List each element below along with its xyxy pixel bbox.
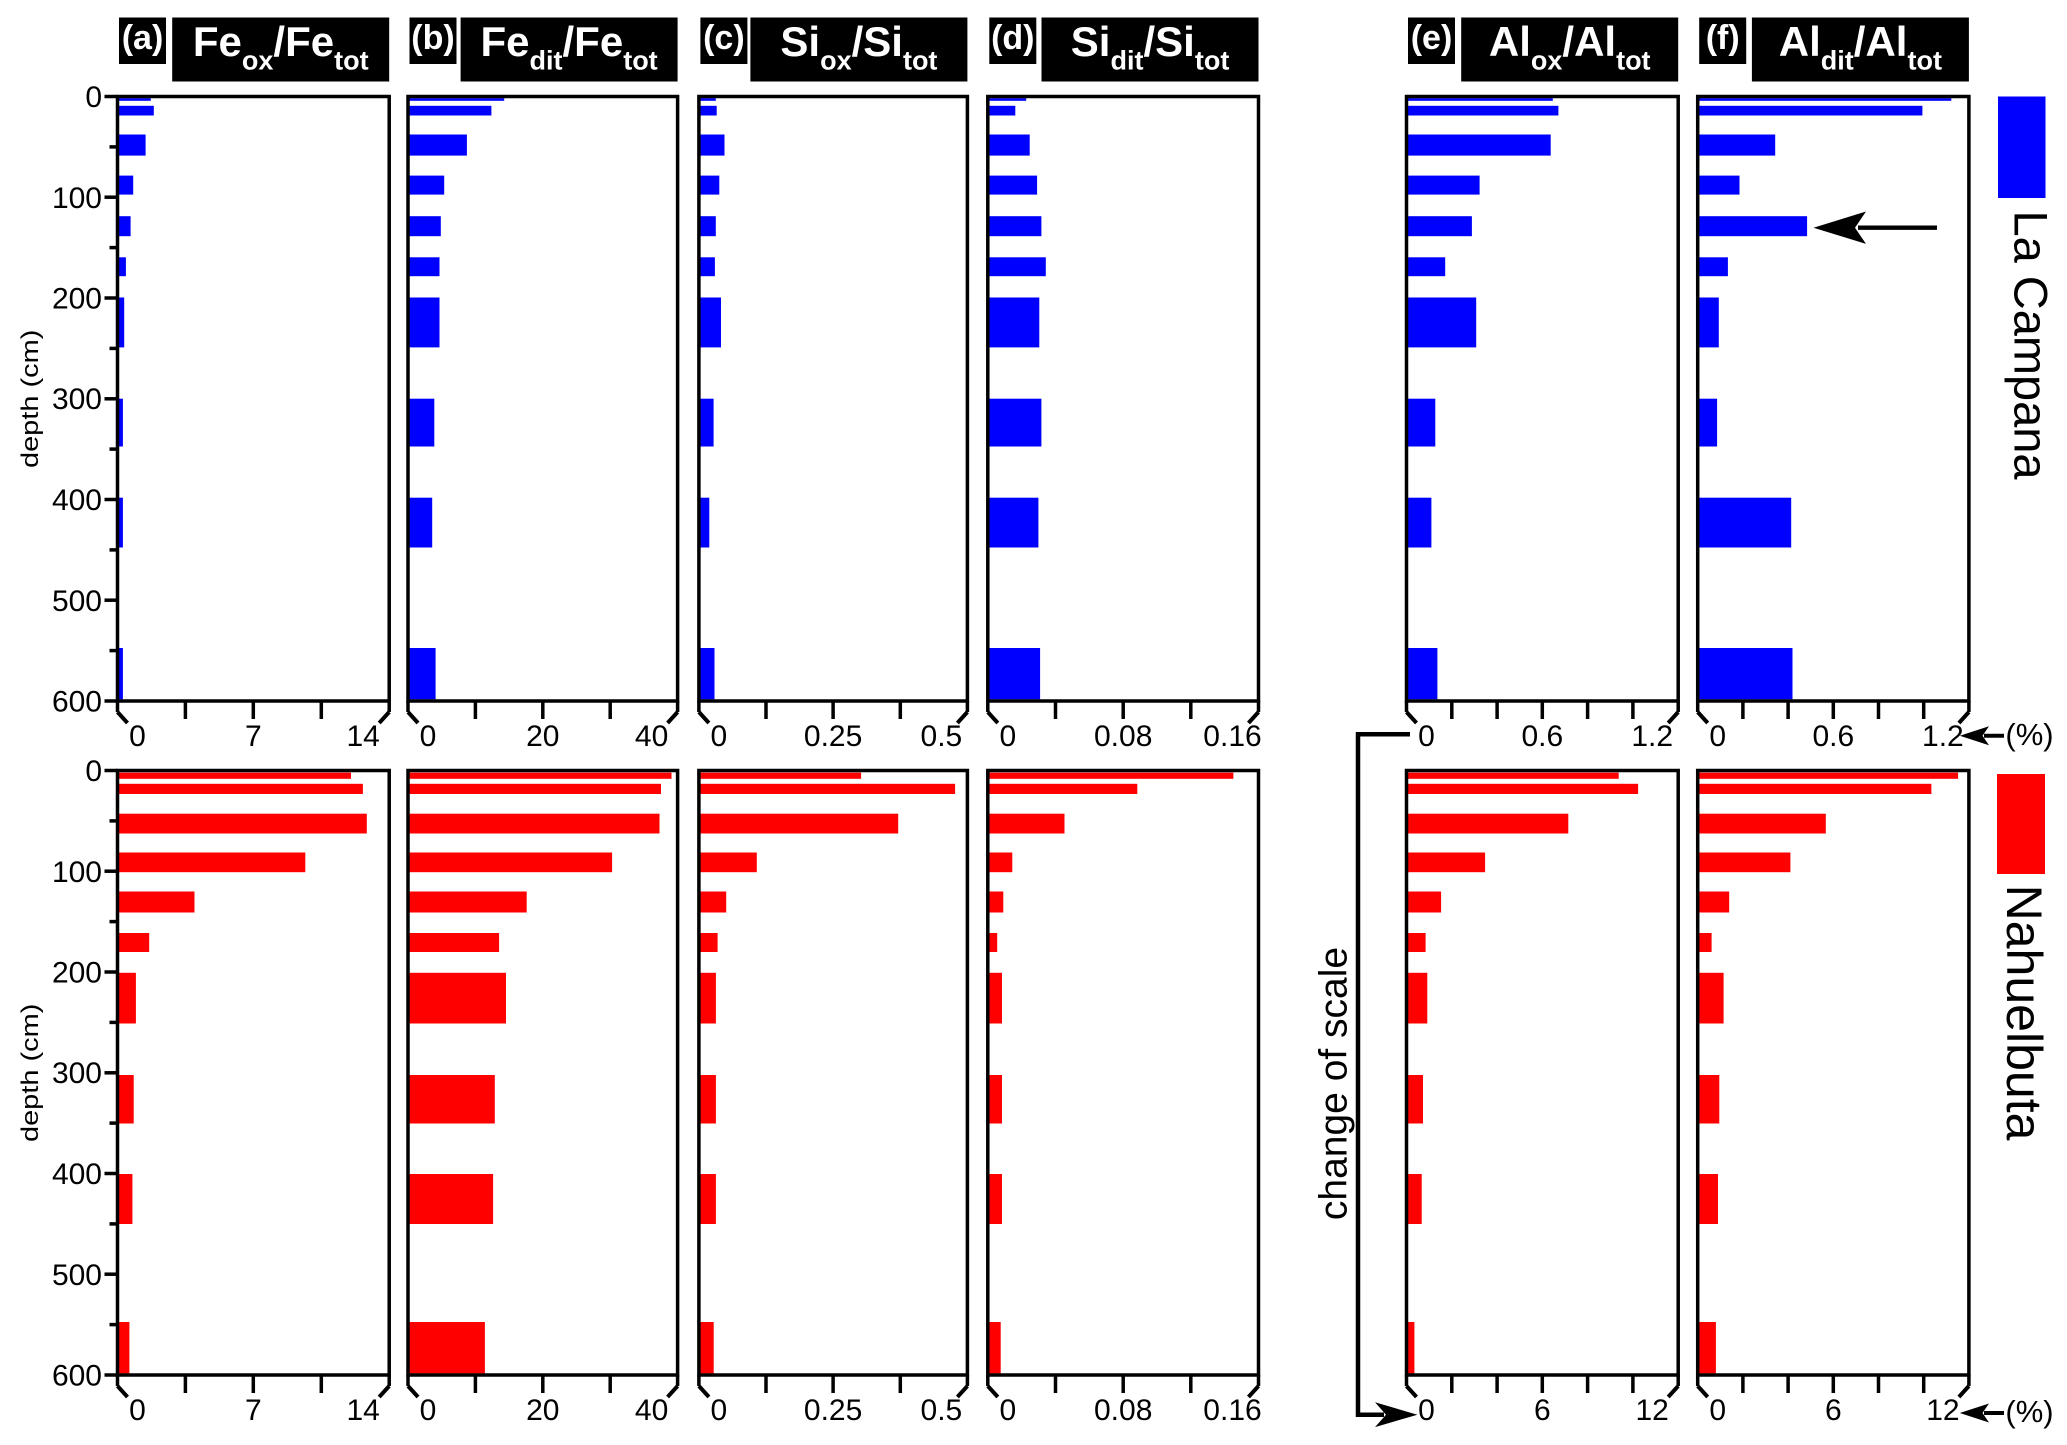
svg-text:400: 400 bbox=[52, 1158, 102, 1191]
svg-text:100: 100 bbox=[52, 856, 102, 889]
svg-text:40: 40 bbox=[635, 1394, 668, 1427]
svg-text:0.6: 0.6 bbox=[1521, 720, 1563, 753]
svg-text:(b): (b) bbox=[411, 19, 454, 57]
svg-text:12: 12 bbox=[1636, 1394, 1669, 1427]
svg-text:0: 0 bbox=[999, 720, 1016, 753]
svg-text:12: 12 bbox=[1926, 1394, 1959, 1427]
svg-text:Alox/Altot: Alox/Altot bbox=[1489, 18, 1651, 76]
svg-text:7: 7 bbox=[245, 1394, 262, 1427]
svg-text:1.2: 1.2 bbox=[1922, 720, 1964, 753]
svg-text:20: 20 bbox=[526, 720, 559, 753]
svg-text:0.25: 0.25 bbox=[804, 1394, 862, 1427]
svg-text:Nahuelbuta: Nahuelbuta bbox=[1996, 885, 2052, 1141]
svg-text:300: 300 bbox=[52, 1057, 102, 1090]
svg-text:0: 0 bbox=[1709, 1394, 1726, 1427]
svg-text:Siox/Sitot: Siox/Sitot bbox=[780, 18, 937, 76]
svg-text:0: 0 bbox=[129, 1394, 146, 1427]
svg-text:0.16: 0.16 bbox=[1203, 720, 1261, 753]
svg-text:change of scale: change of scale bbox=[1313, 947, 1356, 1220]
svg-text:0: 0 bbox=[420, 720, 437, 753]
svg-text:0: 0 bbox=[1709, 720, 1726, 753]
svg-text:depth (cm): depth (cm) bbox=[17, 330, 44, 469]
svg-text:0: 0 bbox=[85, 81, 102, 114]
svg-text:200: 200 bbox=[52, 957, 102, 990]
svg-text:14: 14 bbox=[347, 720, 380, 753]
svg-text:0: 0 bbox=[1418, 1394, 1435, 1427]
svg-text:1.2: 1.2 bbox=[1631, 720, 1673, 753]
svg-text:Sidit/Sitot: Sidit/Sitot bbox=[1071, 18, 1230, 76]
svg-text:(e): (e) bbox=[1411, 19, 1453, 57]
svg-text:(f): (f) bbox=[1706, 19, 1740, 57]
svg-text:500: 500 bbox=[52, 585, 102, 618]
svg-text:300: 300 bbox=[52, 383, 102, 416]
svg-text:(a): (a) bbox=[122, 19, 164, 57]
svg-text:(d): (d) bbox=[991, 19, 1034, 57]
svg-text:0: 0 bbox=[711, 1394, 728, 1427]
svg-text:0: 0 bbox=[129, 720, 146, 753]
svg-text:Fedit/Fetot: Fedit/Fetot bbox=[481, 18, 658, 76]
svg-text:6: 6 bbox=[1825, 1394, 1842, 1427]
svg-text:0: 0 bbox=[420, 1394, 437, 1427]
svg-text:0.25: 0.25 bbox=[804, 720, 862, 753]
svg-text:6: 6 bbox=[1534, 1394, 1551, 1427]
svg-text:0: 0 bbox=[999, 1394, 1016, 1427]
svg-text:0.6: 0.6 bbox=[1812, 720, 1854, 753]
svg-text:0.08: 0.08 bbox=[1094, 720, 1152, 753]
svg-text:500: 500 bbox=[52, 1259, 102, 1292]
svg-text:200: 200 bbox=[52, 283, 102, 316]
svg-text:Feox/Fetot: Feox/Fetot bbox=[193, 18, 369, 76]
svg-text:0.08: 0.08 bbox=[1094, 1394, 1152, 1427]
svg-text:600: 600 bbox=[52, 686, 102, 719]
svg-text:7: 7 bbox=[245, 720, 262, 753]
svg-text:400: 400 bbox=[52, 484, 102, 517]
svg-text:Aldit/Altot: Aldit/Altot bbox=[1779, 18, 1942, 76]
svg-text:600: 600 bbox=[52, 1360, 102, 1393]
svg-text:14: 14 bbox=[347, 1394, 380, 1427]
svg-text:0.5: 0.5 bbox=[921, 1394, 963, 1427]
svg-text:0.5: 0.5 bbox=[921, 720, 963, 753]
svg-text:40: 40 bbox=[635, 720, 668, 753]
svg-text:100: 100 bbox=[52, 182, 102, 215]
svg-text:La Campana: La Campana bbox=[2005, 210, 2058, 480]
svg-text:(%): (%) bbox=[2005, 717, 2053, 752]
svg-text:0.16: 0.16 bbox=[1203, 1394, 1261, 1427]
svg-text:(%): (%) bbox=[2005, 1394, 2053, 1429]
svg-text:0: 0 bbox=[85, 755, 102, 788]
svg-text:0: 0 bbox=[711, 720, 728, 753]
svg-text:0: 0 bbox=[1418, 720, 1435, 753]
svg-text:depth (cm): depth (cm) bbox=[17, 1004, 44, 1143]
svg-text:20: 20 bbox=[526, 1394, 559, 1427]
svg-text:(c): (c) bbox=[703, 19, 745, 57]
